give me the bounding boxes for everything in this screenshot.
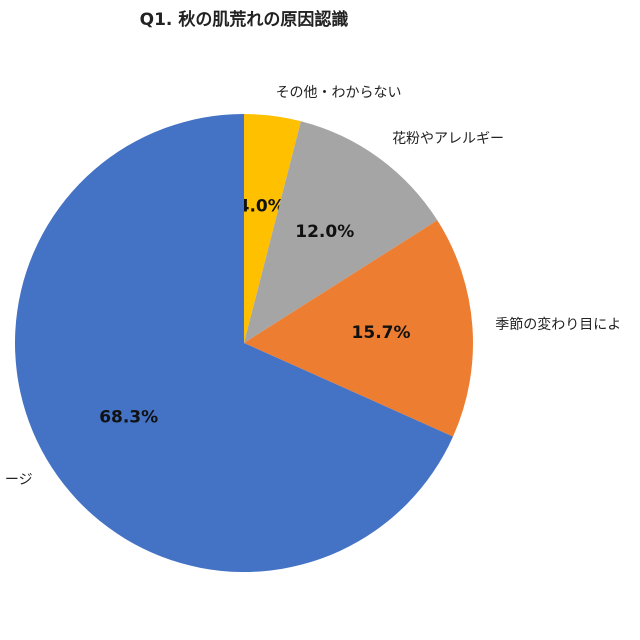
category-label: 季節の変わり目によ [495,316,621,333]
category-label: その他・わからない [276,85,402,101]
value-label: 4.0% [238,197,285,217]
value-label: 12.0% [295,222,354,242]
pie-slice [244,121,438,343]
value-label: 15.7% [352,323,411,343]
pie-slice [14,114,454,572]
value-label: 68.3% [99,408,158,428]
pie-slice [244,220,473,437]
pie-slice [244,114,301,343]
category-label: 花粉やアレルギー [392,131,504,147]
chart-title: Q1. 秋の肌荒れの原因認識 [140,9,349,30]
category-label: ージ [5,472,33,488]
